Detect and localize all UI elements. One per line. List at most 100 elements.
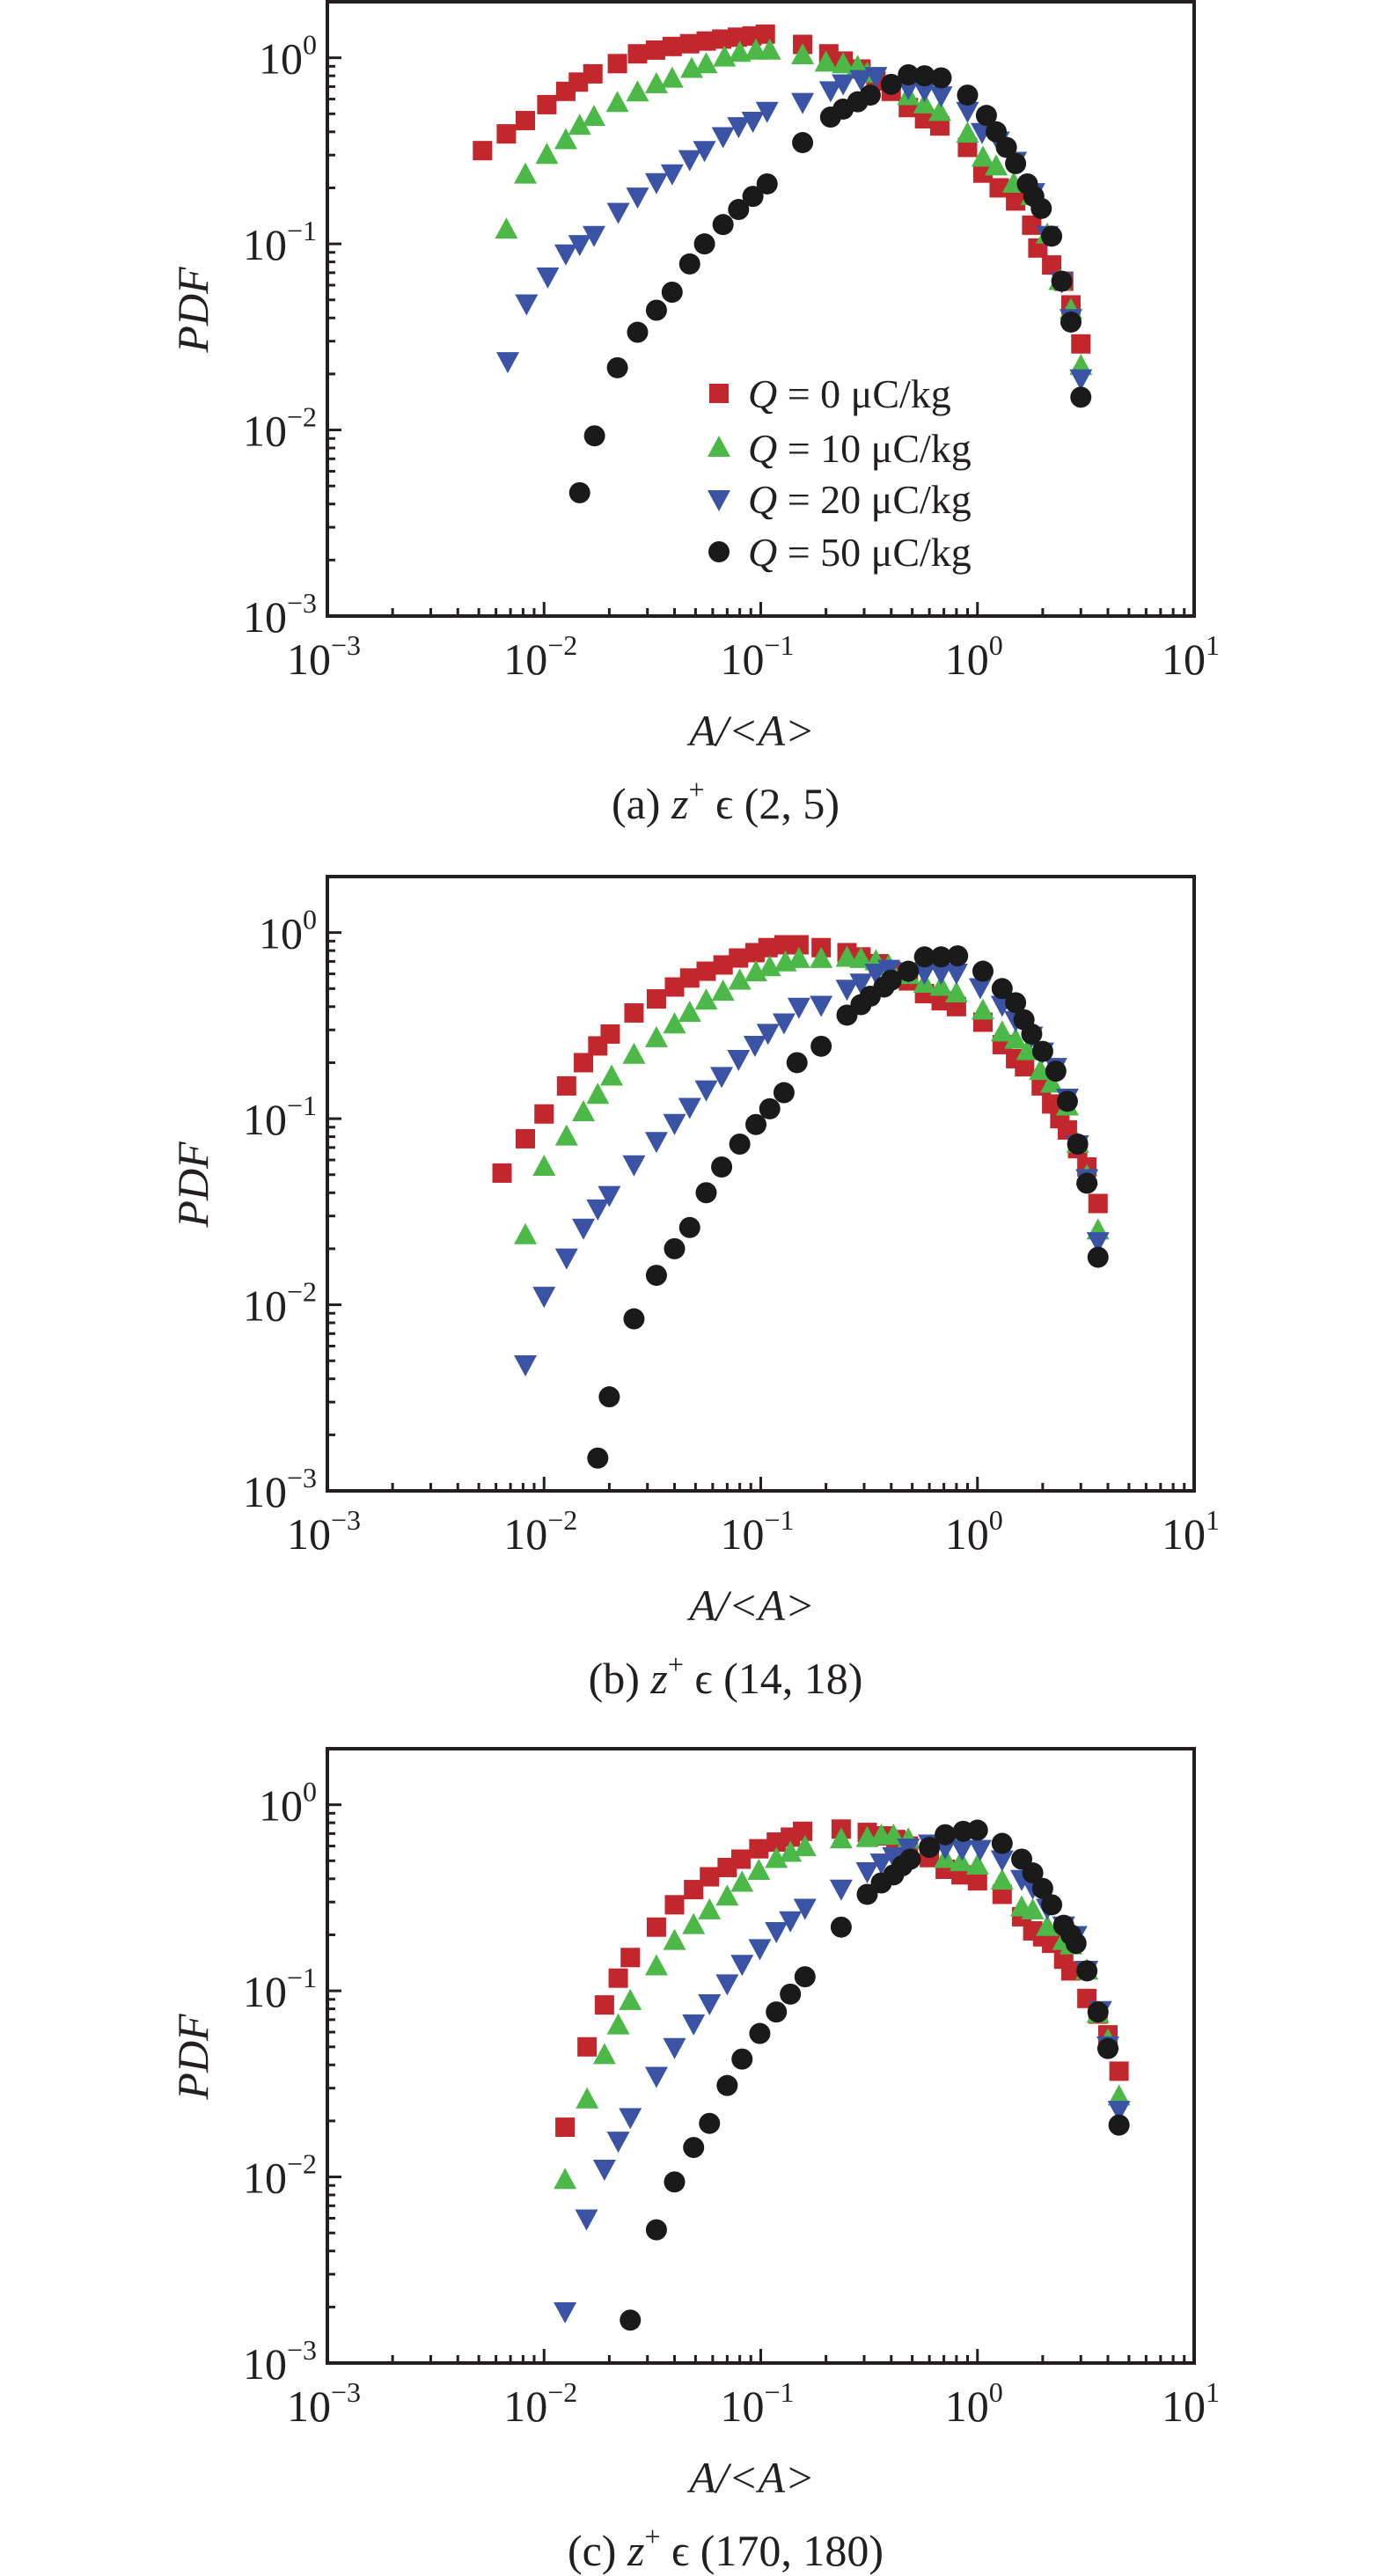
marker-circle — [742, 186, 764, 208]
marker-triangle-up — [832, 52, 855, 74]
marker-square — [709, 384, 729, 403]
marker-triangle-up — [619, 1988, 642, 2010]
marker-square — [607, 54, 627, 74]
marker-circle — [1108, 2114, 1130, 2136]
legend-label: Q = 0 μC/kg — [748, 371, 951, 416]
marker-square — [577, 2037, 598, 2057]
panel-caption: (a) z+ ϵ (2, 5) — [612, 774, 840, 828]
marker-circle — [856, 1883, 878, 1905]
x-axis-label: A/<A> — [686, 706, 814, 755]
marker-triangle-down — [660, 164, 684, 186]
marker-triangle-up — [928, 99, 951, 121]
marker-circle — [919, 1837, 941, 1859]
marker-circle — [1070, 386, 1092, 408]
marker-circle — [773, 1082, 795, 1104]
marker-triangle-down — [711, 127, 735, 149]
marker-triangle-up — [554, 128, 577, 150]
series-square — [492, 935, 1108, 1214]
marker-triangle-up — [1040, 1071, 1064, 1093]
marker-triangle-up — [913, 92, 936, 114]
marker-square — [931, 991, 951, 1011]
marker-circle — [935, 1824, 957, 1846]
marker-circle — [1041, 225, 1063, 247]
marker-triangle-up — [814, 50, 838, 72]
marker-square — [713, 955, 733, 975]
marker-circle — [991, 1832, 1013, 1854]
marker-triangle-up — [990, 1020, 1014, 1042]
marker-circle — [1097, 2037, 1119, 2059]
marker-triangle-down — [864, 67, 888, 89]
y-tick-label: 100 — [259, 29, 317, 84]
marker-triangle-up — [1107, 2084, 1131, 2106]
series-circle — [620, 1819, 1130, 2331]
marker-circle — [683, 2137, 705, 2159]
marker-triangle-down — [693, 141, 716, 163]
marker-triangle-down — [586, 1199, 610, 1221]
marker-circle — [645, 299, 667, 321]
marker-circle — [716, 2074, 738, 2096]
marker-triangle-down — [897, 78, 920, 100]
x-tick-label: 10−2 — [503, 629, 577, 684]
marker-circle — [975, 105, 997, 127]
marker-triangle-down — [698, 1993, 722, 2015]
marker-square — [696, 961, 716, 981]
marker-circle — [1087, 2001, 1109, 2023]
y-axis-label: PDF — [168, 267, 217, 354]
marker-square — [583, 63, 603, 84]
y-tick-label: 10−3 — [243, 1462, 317, 1516]
marker-circle — [1030, 197, 1052, 219]
marker-triangle-down — [663, 2037, 686, 2059]
marker-circle — [899, 1848, 921, 1870]
marker-triangle-down — [682, 2014, 706, 2036]
marker-circle — [1005, 152, 1027, 174]
marker-square — [537, 94, 557, 114]
marker-square — [1006, 191, 1026, 211]
marker-triangle-up — [711, 980, 735, 1002]
marker-triangle-up — [694, 52, 718, 74]
marker-triangle-down — [755, 101, 779, 123]
marker-triangle-down — [626, 187, 649, 209]
marker-square — [914, 108, 935, 128]
marker-triangle-down — [944, 964, 968, 986]
marker-triangle-down — [968, 978, 992, 1000]
marker-triangle-down — [708, 490, 730, 511]
marker-triangle-up — [810, 946, 833, 968]
marker-square — [645, 40, 665, 60]
marker-triangle-down — [956, 101, 979, 123]
marker-triangle-down — [554, 244, 577, 266]
series-square — [555, 1819, 1129, 2138]
legend-item: Q = 10 μC/kg — [708, 426, 972, 471]
marker-circle — [583, 425, 605, 447]
marker-triangle-down — [554, 1248, 578, 1270]
series-circle — [568, 64, 1092, 503]
marker-triangle-down — [934, 1838, 957, 1860]
marker-circle — [756, 172, 778, 194]
marker-square — [534, 1104, 554, 1124]
x-tick-label: 101 — [1162, 629, 1220, 684]
marker-circle — [1041, 1894, 1063, 1916]
marker-triangle-up — [765, 1846, 788, 1868]
marker-square — [755, 24, 775, 44]
y-tick-label: 10−2 — [243, 2148, 317, 2203]
marker-circle — [661, 282, 683, 304]
marker-square — [492, 1163, 512, 1183]
marker-triangle-down — [772, 1013, 796, 1035]
legend-item: Q = 0 μC/kg — [709, 371, 951, 416]
marker-circle — [794, 1966, 816, 1988]
marker-triangle-down — [779, 1911, 803, 1933]
marker-triangle-up — [660, 66, 684, 88]
marker-triangle-up — [663, 1928, 686, 1950]
marker-square — [696, 31, 716, 51]
marker-circle — [645, 1265, 667, 1287]
marker-square — [555, 2117, 576, 2138]
legend-label: Q = 50 μC/kg — [748, 530, 972, 575]
marker-circle — [598, 1386, 620, 1408]
marker-triangle-down — [644, 1132, 668, 1154]
marker-triangle-down — [592, 2159, 616, 2181]
y-tick-label: 100 — [259, 1776, 317, 1831]
marker-triangle-down — [496, 352, 520, 374]
marker-square — [972, 163, 993, 183]
marker-circle — [1056, 1090, 1078, 1112]
marker-square — [1060, 1961, 1081, 1981]
marker-triangle-down — [663, 1113, 686, 1135]
